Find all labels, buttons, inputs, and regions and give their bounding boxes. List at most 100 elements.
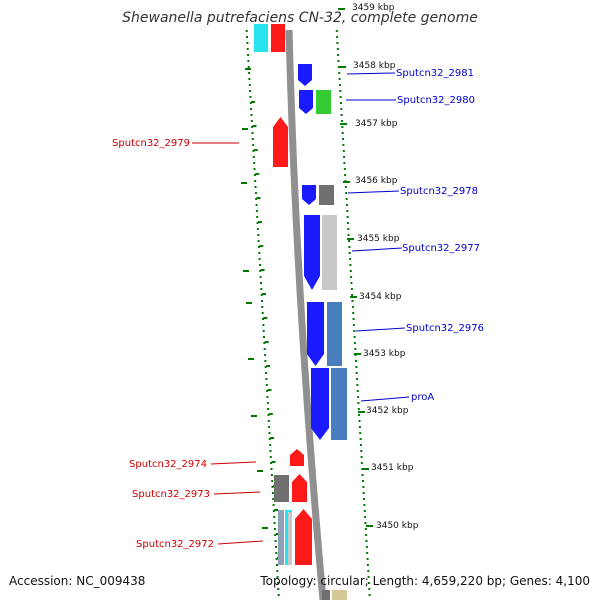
ring-dot [351, 306, 354, 308]
gene-label: Sputcn32_2972 [136, 539, 214, 550]
ring-dot [270, 474, 273, 476]
ring-dot [253, 162, 256, 164]
ring-dot [266, 396, 269, 398]
ring-dot [356, 384, 359, 386]
ring-dot [341, 126, 344, 128]
ring-dot [249, 102, 252, 104]
tick-mark [366, 525, 373, 527]
ring-dot [245, 30, 248, 32]
ring-dot [277, 582, 279, 584]
ring-dot [255, 210, 258, 212]
ring-dot [272, 498, 275, 500]
ring-dot [270, 468, 273, 470]
ring-dot [277, 594, 280, 596]
ring-dot [341, 120, 343, 122]
ring-dot [348, 240, 350, 242]
ring-dot [268, 432, 271, 434]
label-connector [360, 396, 410, 402]
ring-dot [367, 582, 370, 584]
ring-dot [253, 168, 256, 170]
tick-mark [242, 128, 248, 130]
ring-dot [277, 588, 280, 590]
ring-dot [357, 402, 360, 404]
ring-dot [246, 36, 248, 38]
ring-dot [357, 396, 360, 398]
cds-box [322, 215, 337, 290]
cds-box [278, 510, 284, 565]
ring-dot [260, 282, 262, 284]
ring-dot [260, 288, 263, 290]
ring-dot [341, 132, 344, 134]
ring-dot [345, 198, 348, 200]
minor-tick [251, 101, 256, 103]
ring-dot [348, 246, 351, 248]
ring-dot [349, 258, 352, 260]
ring-dot [360, 456, 363, 458]
cds-box [316, 90, 331, 114]
minor-tick [257, 221, 262, 223]
label-connector [347, 190, 400, 194]
ring-dot [253, 174, 256, 176]
ring-dot [260, 294, 263, 296]
tick-label: 3450 kbp [376, 521, 419, 531]
minor-tick [253, 149, 258, 151]
ring-dot [353, 336, 356, 338]
ring-dot [254, 192, 257, 194]
ring-dot [262, 318, 264, 320]
gene-arrow-reverse [273, 117, 288, 167]
inner-dotted-ring [245, 30, 280, 596]
gene-arrow-forward [299, 90, 313, 114]
ring-dot [339, 96, 342, 98]
ring-dot [263, 342, 266, 344]
ring-dot [350, 276, 353, 278]
minor-tick [270, 437, 275, 439]
ring-dot [251, 132, 254, 134]
ring-dot [275, 552, 278, 554]
ring-dot [349, 264, 352, 266]
ring-dot [366, 558, 369, 560]
topology-text: Topology: circular; Length: 4,659,220 bp… [260, 574, 590, 588]
ring-dot [343, 168, 346, 170]
ring-dot [255, 204, 258, 206]
ring-dot [350, 282, 353, 284]
ring-dot [363, 504, 366, 506]
gene-label: Sputcn32_2976 [406, 323, 484, 334]
label-connector [351, 247, 403, 252]
gene-arrow-forward [311, 368, 329, 440]
ring-dot [247, 60, 250, 62]
ring-dot [271, 492, 274, 494]
ring-dot [345, 192, 348, 194]
ring-dot [268, 426, 271, 428]
ring-dot [356, 390, 359, 392]
tick-label: 3456 kbp [355, 176, 398, 186]
label-connector [346, 72, 396, 75]
ring-dot [257, 240, 260, 242]
cds-box [322, 590, 330, 600]
tick-mark [362, 468, 369, 470]
ring-dot [273, 522, 276, 524]
minor-tick [259, 245, 264, 247]
ring-dot [339, 90, 342, 92]
ring-dot [342, 144, 345, 146]
tick-mark [350, 296, 357, 298]
minor-tick [274, 509, 279, 511]
tick-mark [340, 123, 347, 125]
ring-dot [254, 180, 257, 182]
tick-mark [257, 470, 263, 472]
tick-mark [339, 66, 346, 68]
gene-label: Sputcn32_2974 [129, 459, 207, 470]
ring-dot [273, 528, 276, 530]
ring-dot [353, 330, 356, 332]
tick-mark [354, 353, 361, 355]
minor-tick [266, 365, 271, 367]
ring-dot [272, 510, 275, 512]
ring-dot [269, 450, 272, 452]
label-connector [217, 540, 264, 545]
minor-tick [271, 461, 276, 463]
ring-dot [251, 126, 254, 128]
ring-dot [366, 552, 369, 554]
tick-mark [245, 68, 251, 70]
ring-dot [359, 444, 362, 446]
ring-dot [337, 54, 340, 56]
